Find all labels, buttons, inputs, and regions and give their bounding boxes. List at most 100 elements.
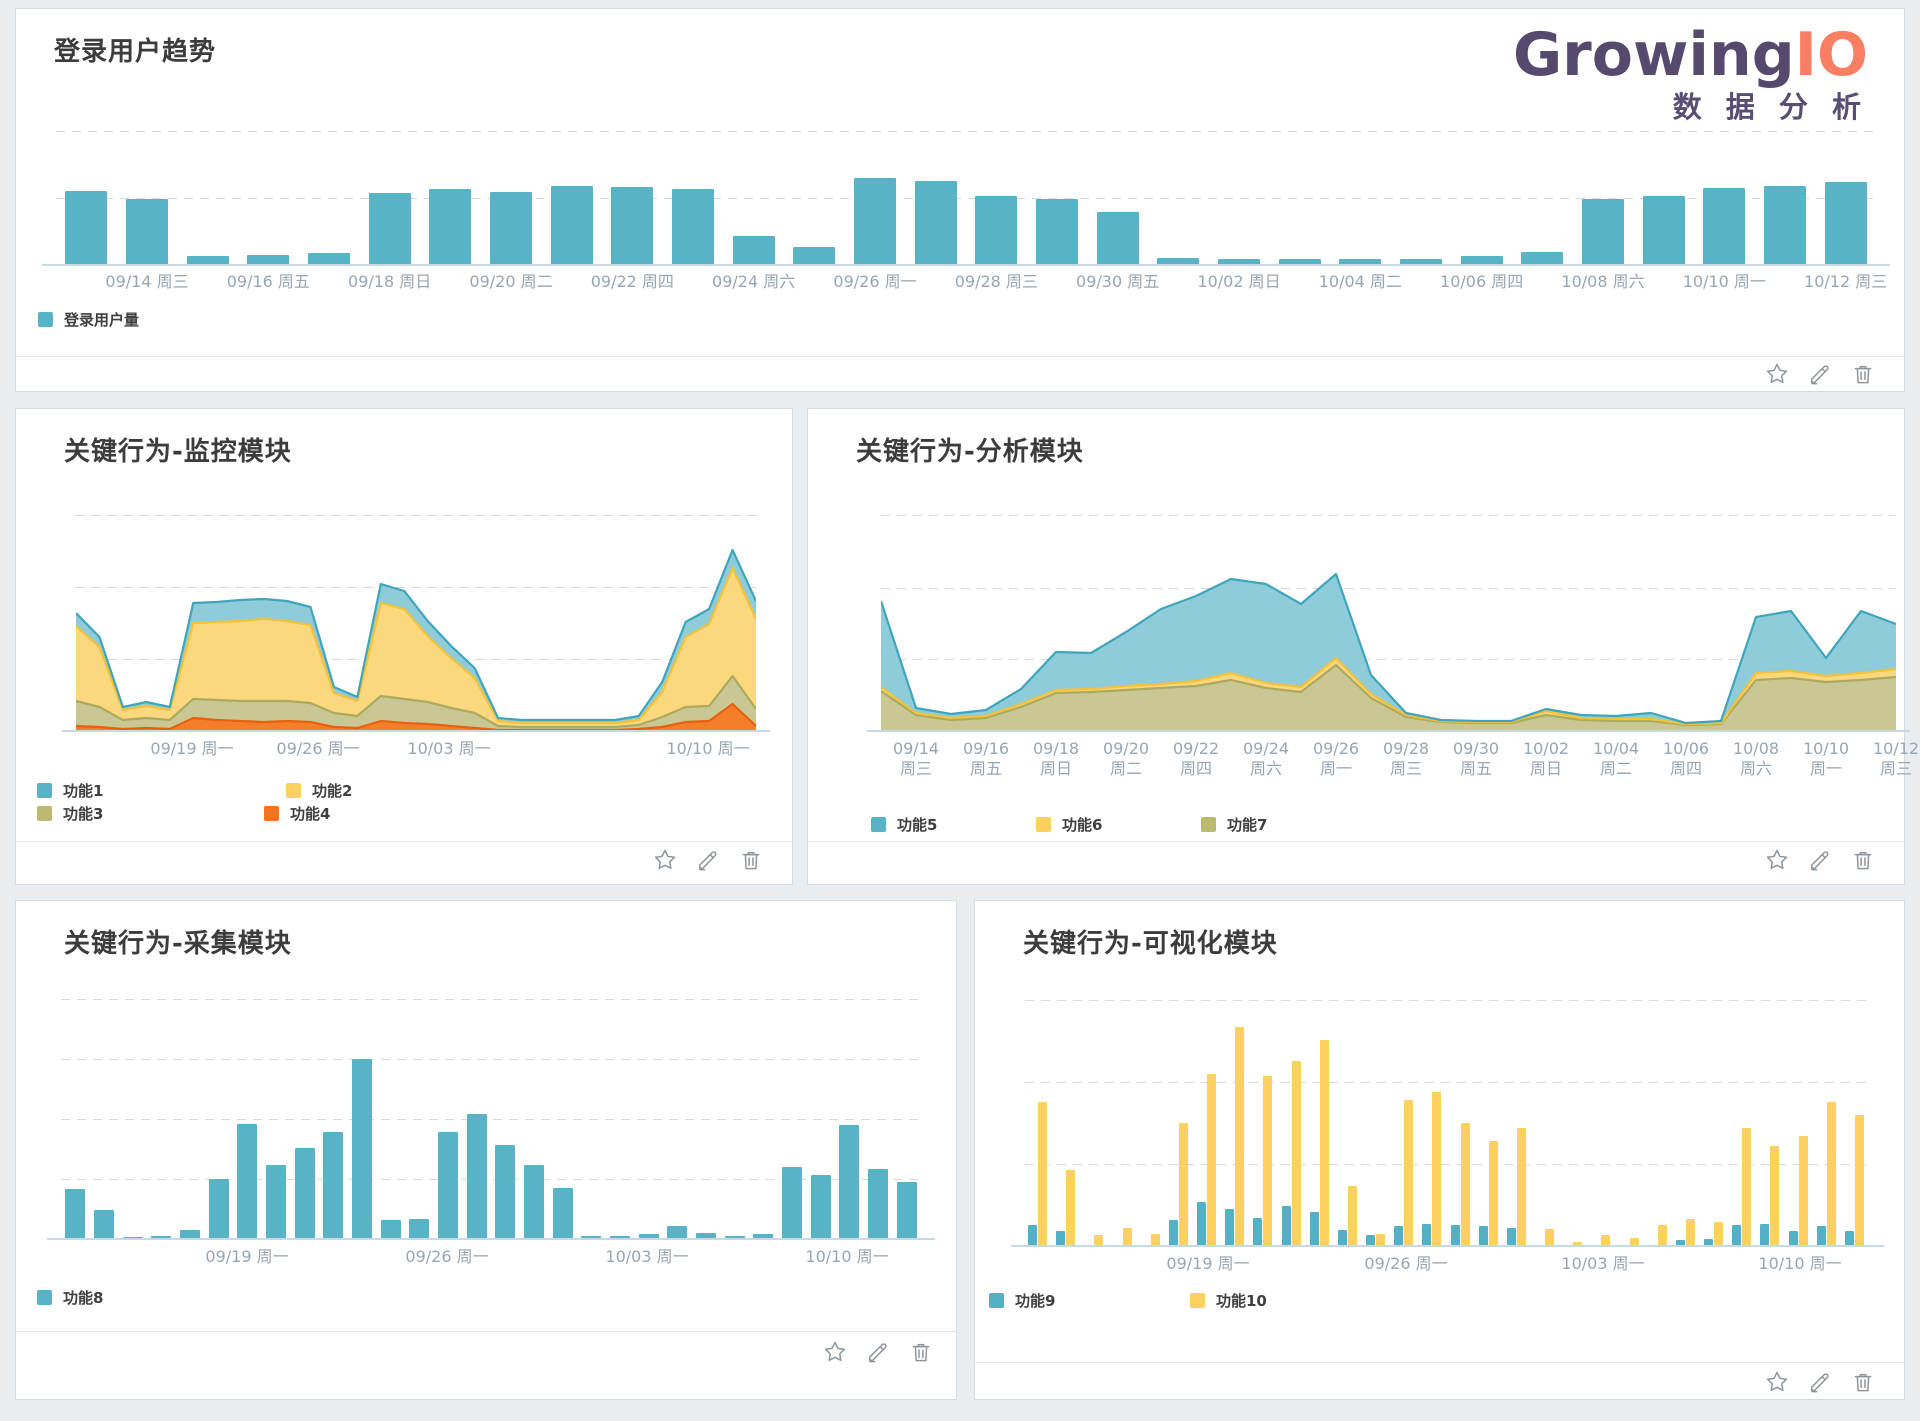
gridline (881, 588, 1896, 589)
x-axis-line (62, 730, 770, 732)
growingio-logo-io: IO (1794, 20, 1868, 90)
delete-trash-icon[interactable] (1850, 361, 1876, 387)
area-layer-功能3 (76, 676, 756, 730)
x-axis-tick-label: 10/04 周二 (1318, 272, 1402, 291)
legend-func2: 功能2 (286, 780, 352, 801)
delete-trash-icon[interactable] (1850, 1369, 1876, 1395)
bar (438, 1132, 458, 1238)
bar (782, 1167, 802, 1238)
bar (552, 1188, 573, 1238)
x-axis-tick-label: 10/02 周日 (1197, 272, 1281, 291)
bar (732, 236, 775, 264)
edit-pencil-icon[interactable] (1807, 361, 1833, 387)
x-axis-tick-label: 10/03 周一 (605, 1247, 689, 1266)
bar (1432, 1092, 1442, 1245)
legend-func1: 功能1 (37, 780, 103, 801)
visual-grouped-bar-chart (1011, 946, 1884, 1247)
favorite-star-icon[interactable] (1764, 361, 1790, 387)
bar (151, 1236, 172, 1238)
gridline (881, 515, 1896, 516)
delete-trash-icon[interactable] (738, 847, 764, 873)
page-title: 登录用户趋势 (54, 37, 217, 67)
bar (1521, 252, 1564, 264)
x-axis-tick-label: 09/26 周一 (276, 739, 360, 758)
legend-swatch-teal (37, 783, 52, 798)
bar (1178, 1123, 1188, 1245)
panel-divider (808, 841, 1904, 842)
x-axis-tick-label: 10/03 周一 (407, 739, 491, 758)
x-axis-tick-label: 09/26 周一 (405, 1247, 489, 1266)
bar (672, 189, 714, 264)
bar (1770, 1146, 1780, 1245)
bar (1685, 1219, 1695, 1245)
area-layer-功能2 (76, 568, 756, 727)
x-axis-tick-label: 09/14 周三 (892, 739, 940, 778)
bar (1028, 1225, 1037, 1245)
bar (914, 181, 957, 264)
panel-title: 关键行为-采集模块 (64, 929, 292, 959)
delete-trash-icon[interactable] (1850, 847, 1876, 873)
bar (1478, 1226, 1488, 1245)
gridline (1025, 1164, 1870, 1165)
panel-divider (16, 1331, 956, 1332)
area-line-功能4 (76, 702, 756, 732)
edit-pencil-icon[interactable] (865, 1339, 891, 1365)
area-line-功能2 (76, 566, 756, 725)
x-axis-tick-label: 10/06 周四 (1440, 272, 1524, 291)
bar (495, 1145, 516, 1238)
favorite-star-icon[interactable] (822, 1339, 848, 1365)
bar (1150, 1234, 1160, 1245)
bar (1038, 1102, 1047, 1245)
gridline (61, 1179, 921, 1180)
login-trend-bar-chart (42, 119, 1890, 266)
legend-swatch-yellow (286, 783, 301, 798)
bar (323, 1132, 344, 1238)
bar (1764, 186, 1806, 264)
x-axis-tick-label: 09/24 周六 (712, 272, 796, 291)
bar (724, 1236, 745, 1238)
panel-action-bar (1764, 847, 1876, 873)
area-line-功能6 (881, 656, 1896, 726)
growingio-logo-subtitle: 数 据 分 析 (1672, 90, 1868, 124)
panel-login-trend: 登录用户趋势 GrowingIO 数 据 分 析 09/14 周三 09/16 周… (15, 8, 1905, 392)
edit-pencil-icon[interactable] (695, 847, 721, 873)
bar (1460, 256, 1503, 264)
visual-x-axis: 09/19 周一 09/26 周一 10/03 周一 10/10 周一 (1025, 1254, 1870, 1300)
edit-pencil-icon[interactable] (1807, 847, 1833, 873)
panel-divider (975, 1362, 1904, 1363)
gridline (61, 999, 921, 1000)
legend-swatch-teal (38, 312, 53, 327)
bar (1545, 1229, 1554, 1245)
favorite-star-icon[interactable] (1764, 1369, 1790, 1395)
delete-trash-icon[interactable] (908, 1339, 934, 1365)
edit-pencil-icon[interactable] (1807, 1369, 1833, 1395)
bar (352, 1059, 372, 1238)
bar (1629, 1238, 1639, 1245)
bar (793, 247, 836, 264)
area-line-功能5 (881, 572, 1896, 725)
bar (1516, 1128, 1526, 1245)
bar (1157, 258, 1200, 264)
panel-title: 关键行为-分析模块 (856, 437, 1084, 467)
area-line-功能7 (881, 663, 1896, 727)
area-line-功能1 (76, 548, 756, 722)
gridline (56, 131, 1876, 132)
bar (180, 1230, 200, 1238)
x-axis-tick-label: 09/16 周五 (226, 272, 310, 291)
x-axis-tick-label: 09/20 周二 (469, 272, 553, 291)
bar (1263, 1076, 1273, 1245)
legend-func7: 功能7 (1201, 814, 1267, 835)
panel-behavior-collect: 关键行为-采集模块 09/19 周一 09/26 周一 10/03 周一 10/10 … (15, 900, 957, 1400)
bar (65, 1189, 86, 1238)
legend-swatch-teal (37, 1290, 52, 1305)
bar (1366, 1235, 1375, 1245)
bar (1253, 1218, 1263, 1245)
bar (610, 1236, 630, 1238)
legend-label: 登录用户量 (64, 311, 140, 329)
bar (1066, 1170, 1076, 1245)
x-axis-tick-label: 09/26 周一 (833, 272, 917, 291)
x-axis-tick-label: 09/19 周一 (150, 739, 234, 758)
bar (1235, 1027, 1245, 1245)
favorite-star-icon[interactable] (652, 847, 678, 873)
favorite-star-icon[interactable] (1764, 847, 1790, 873)
